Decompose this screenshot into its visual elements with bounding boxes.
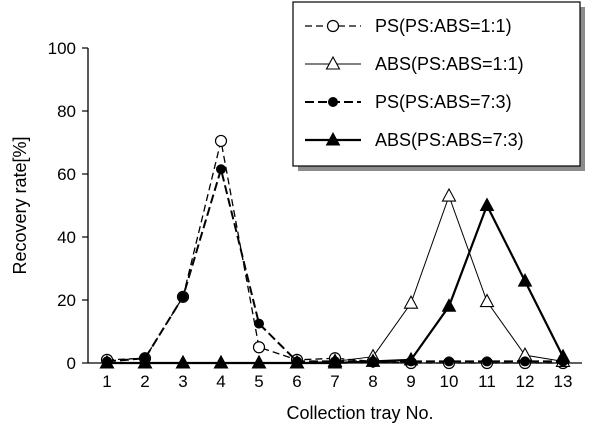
y-tick-label: 20 (57, 291, 76, 310)
series-3 (102, 164, 568, 367)
x-tick-label: 8 (368, 372, 377, 391)
x-tick-label: 11 (478, 372, 496, 391)
x-tick-label: 2 (140, 372, 149, 391)
data-point (251, 354, 267, 369)
data-point (289, 354, 305, 369)
data-point (444, 356, 454, 367)
series-layer (99, 134, 571, 370)
legend-label: ABS(PS:ABS=1:1) (375, 54, 524, 74)
y-tick-label: 40 (57, 228, 76, 247)
series-4 (99, 197, 571, 369)
data-point (555, 348, 571, 363)
data-point (441, 187, 457, 202)
series-line (106, 165, 563, 363)
data-point (403, 351, 419, 366)
series-line (106, 140, 563, 364)
legend-box (292, 1, 581, 167)
x-tick-label: 4 (216, 372, 225, 391)
data-point (175, 354, 191, 369)
data-point (403, 294, 419, 309)
legend-label: PS(PS:ABS=7:3) (375, 92, 512, 112)
data-point (254, 318, 264, 329)
data-point (178, 291, 188, 302)
data-point (327, 354, 343, 369)
legend-label: ABS(PS:ABS=7:3) (375, 130, 524, 150)
data-point (520, 356, 530, 367)
y-tick-label: 60 (57, 165, 76, 184)
legend-marker (325, 55, 341, 70)
y-tick-label: 100 (48, 39, 76, 58)
data-point (441, 298, 457, 312)
x-axis-title: Collection tray No. (286, 403, 433, 423)
x-tick-label: 10 (440, 372, 459, 391)
legend-marker (326, 19, 340, 33)
x-tick-label: 3 (178, 372, 187, 391)
x-tick-label: 7 (330, 372, 339, 391)
legend-label: PS(PS:ABS=1:1) (375, 16, 512, 36)
x-tick-label: 13 (554, 372, 573, 391)
data-point (479, 293, 495, 308)
data-point (252, 341, 266, 354)
series-2 (99, 187, 571, 369)
data-point (517, 273, 533, 287)
legend-marker (325, 131, 341, 146)
x-tick-label: 9 (406, 372, 415, 391)
x-tick-label: 12 (516, 372, 535, 391)
x-tick-label: 5 (254, 372, 263, 391)
y-axis-title: Recovery rate[%] (10, 136, 30, 274)
data-point (482, 356, 492, 367)
legend-marker (328, 97, 338, 107)
x-tick-label: 6 (292, 372, 301, 391)
data-point (365, 353, 381, 367)
series-line (107, 202, 564, 365)
y-tick-label: 80 (57, 102, 76, 121)
y-tick-label: 0 (67, 354, 76, 373)
data-point (213, 354, 229, 369)
legend: PS(PS:ABS=1:1) ABS(PS:ABS=1:1) PS(PS:ABS=7… (292, 1, 585, 171)
data-point (214, 134, 228, 148)
x-tick-label: 1 (102, 372, 111, 391)
data-point (216, 164, 226, 175)
data-point (99, 354, 115, 369)
data-point (479, 197, 495, 211)
data-point (137, 354, 153, 369)
